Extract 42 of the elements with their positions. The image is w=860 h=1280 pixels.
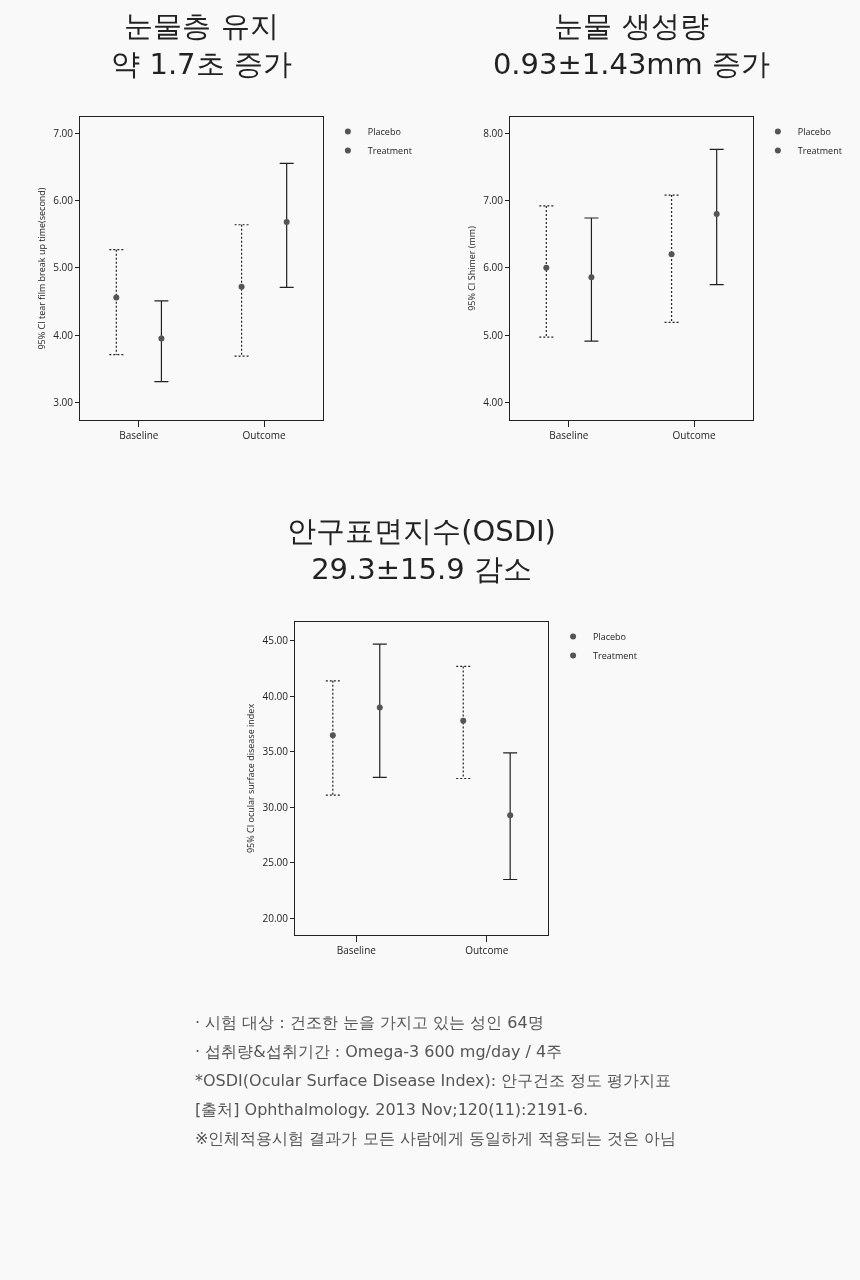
chart-title: 눈물층 유지 bbox=[124, 9, 279, 44]
y-tick-label: 30.00 bbox=[262, 799, 289, 814]
y-tick-label: 6.00 bbox=[483, 260, 504, 275]
y-tick-label: 4.00 bbox=[53, 327, 74, 342]
chart-subtitle: 29.3±15.9 감소 bbox=[311, 551, 532, 586]
y-tick-label: 4.00 bbox=[483, 394, 504, 409]
text: · 섭취량&섭취기간 : Omega-3 600 mg/day / 4주 bbox=[195, 1041, 564, 1063]
chart-subtitle: 약 1.7초 증가 bbox=[111, 46, 292, 81]
x-tick-label: Outcome bbox=[672, 428, 717, 442]
x-tick-label: Baseline bbox=[549, 428, 589, 442]
legend-label: Treatment bbox=[593, 649, 638, 663]
y-tick-label: 7.00 bbox=[53, 125, 74, 140]
text: *OSDI(Ocular Surface Disease Index): 안구건조 정도 평가지표 bbox=[195, 1070, 673, 1092]
y-axis-title: 95% CI tear film break up time(second) bbox=[34, 187, 48, 350]
text: [출처] Ophthalmology. 2013 Nov;120(11):2191-6. bbox=[195, 1099, 590, 1121]
y-tick-label: 8.00 bbox=[483, 125, 504, 140]
x-tick-label: Outcome bbox=[242, 428, 287, 442]
legend-label: Placebo bbox=[797, 125, 831, 139]
chart-title: 안구표면지수(OSDI) bbox=[287, 514, 556, 549]
legend-label: Placebo bbox=[367, 125, 401, 139]
legend-label: Placebo bbox=[593, 630, 627, 644]
x-tick-label: Baseline bbox=[336, 943, 377, 957]
y-tick-label: 20.00 bbox=[262, 910, 289, 925]
y-axis-title: 95% CI Shimer (mm) bbox=[464, 225, 478, 311]
y-tick-label: 7.00 bbox=[483, 192, 504, 207]
y-tick-label: 5.00 bbox=[53, 260, 74, 275]
y-tick-label: 40.00 bbox=[262, 688, 289, 703]
y-tick-label: 5.00 bbox=[483, 327, 504, 342]
chart-title: 눈물 생성량 bbox=[554, 9, 709, 44]
text: · 시험 대상 : 건조한 눈을 가지고 있는 성인 64명 bbox=[195, 1012, 545, 1034]
x-tick-label: Outcome bbox=[465, 943, 509, 957]
y-tick-label: 35.00 bbox=[262, 744, 289, 759]
legend-label: Treatment bbox=[797, 144, 842, 158]
y-axis-title: 95% CI ocular surface disease index bbox=[243, 703, 257, 854]
x-tick-label: Baseline bbox=[119, 428, 159, 442]
y-tick-label: 45.00 bbox=[262, 633, 289, 648]
text: ※인체적용시험 결과가 모든 사람에게 동일하게 적용되는 것은 아님 bbox=[195, 1128, 677, 1150]
y-tick-label: 6.00 bbox=[53, 192, 74, 207]
y-tick-label: 25.00 bbox=[262, 855, 289, 870]
y-tick-label: 3.00 bbox=[53, 394, 74, 409]
legend-label: Treatment bbox=[367, 144, 412, 158]
chart-subtitle: 0.93±1.43mm 증가 bbox=[492, 46, 771, 81]
